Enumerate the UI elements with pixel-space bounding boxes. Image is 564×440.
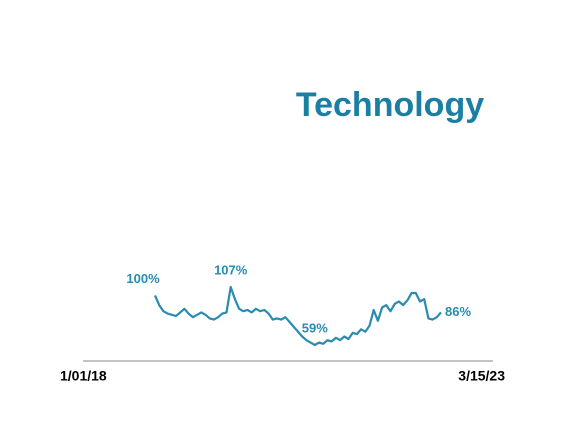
data-label: 107% bbox=[214, 262, 248, 277]
data-label: 86% bbox=[445, 304, 471, 319]
line bbox=[153, 285, 442, 347]
x-tick-label: 3/15/23 bbox=[458, 368, 505, 384]
data-label: 100% bbox=[126, 271, 160, 286]
chart-title: Technology bbox=[296, 86, 484, 124]
x-tick-label: 1/01/18 bbox=[60, 368, 107, 384]
data-label: 59% bbox=[302, 320, 328, 335]
